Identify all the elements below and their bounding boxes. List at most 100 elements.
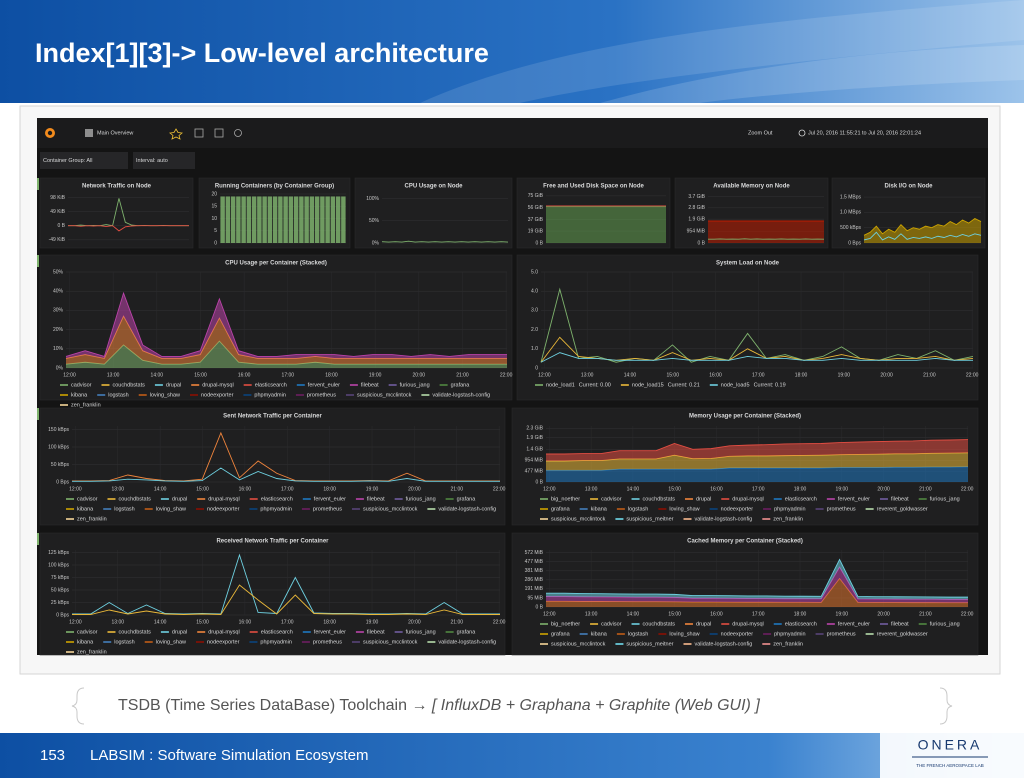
legend-item[interactable]: furious_jang xyxy=(394,629,436,635)
legend-item[interactable]: furious_jang xyxy=(918,496,960,502)
legend-item[interactable]: logstash xyxy=(103,639,135,645)
legend-item[interactable]: suspicious_mcclintock xyxy=(351,506,418,512)
legend-item[interactable]: phpmyadmin xyxy=(243,392,286,398)
legend-item[interactable]: suspicious_mcclintock xyxy=(351,639,418,645)
time-range[interactable]: Jul 20, 2016 11:55:21 to Jul 20, 2016 22… xyxy=(808,130,921,136)
legend-item[interactable]: logstash xyxy=(616,506,649,512)
legend-item[interactable]: filebeat xyxy=(355,496,385,502)
legend-item[interactable]: loving_shaw xyxy=(144,506,186,512)
legend-item[interactable]: couchdbstats xyxy=(631,496,676,502)
legend-item[interactable]: cadvisor xyxy=(590,496,622,502)
variable-box[interactable] xyxy=(133,152,195,169)
legend-item[interactable]: drupal xyxy=(684,496,711,502)
legend-item[interactable]: fervent_euler xyxy=(296,382,340,388)
legend-item[interactable]: kibana xyxy=(66,639,94,645)
legend-item[interactable]: logstash xyxy=(97,392,129,398)
legend-item[interactable]: elasticsearch xyxy=(243,382,287,388)
legend-item[interactable]: suspicious_meitner xyxy=(615,516,674,522)
legend-item[interactable]: drupal-mysql xyxy=(197,629,240,635)
legend-item[interactable]: couchdbstats xyxy=(107,629,151,635)
legend-item[interactable]: drupal-mysql xyxy=(197,496,240,502)
legend-item[interactable]: kibana xyxy=(579,506,608,512)
legend-item[interactable]: elasticsearch xyxy=(773,496,817,502)
legend-item[interactable]: cadvisor xyxy=(66,496,98,502)
legend-item[interactable]: phpmyadmin xyxy=(763,631,806,637)
legend-item[interactable]: loving_shaw xyxy=(658,631,700,637)
legend-item[interactable]: filebeat xyxy=(879,496,909,502)
settings-icon[interactable] xyxy=(234,129,242,137)
legend-item[interactable]: validate-logstash-config xyxy=(427,506,496,512)
legend-item[interactable]: drupal xyxy=(684,621,711,627)
legend-item[interactable]: cadvisor xyxy=(590,621,622,627)
legend-item[interactable]: big_noether xyxy=(540,621,580,627)
legend-item[interactable]: drupal xyxy=(160,496,187,502)
legend-item[interactable]: big_noether xyxy=(540,496,580,502)
legend-item[interactable]: reverent_goldwasser xyxy=(865,631,928,637)
variable[interactable]: Interval: auto xyxy=(136,158,168,164)
legend-item[interactable]: reverent_goldwasser xyxy=(865,506,928,512)
legend-item[interactable]: zen_franklin xyxy=(66,516,107,522)
legend-item[interactable]: furious_jang xyxy=(918,621,960,627)
legend-item[interactable]: grafana xyxy=(540,506,571,512)
legend-item[interactable]: cadvisor xyxy=(60,382,92,388)
legend-item[interactable]: nodeexporter xyxy=(196,639,240,645)
legend-item[interactable]: zen_franklin xyxy=(60,402,101,408)
legend-item[interactable]: zen_franklin xyxy=(762,641,803,647)
legend-item[interactable]: grafana xyxy=(445,496,477,502)
legend-item[interactable]: validate-logstash-config xyxy=(421,392,490,398)
legend-item[interactable]: zen_franklin xyxy=(762,516,803,522)
legend-item[interactable]: suspicious_mcclintock xyxy=(540,641,606,647)
legend-item[interactable]: elasticsearch xyxy=(249,496,293,502)
save-icon[interactable] xyxy=(214,128,224,138)
legend-item[interactable]: drupal-mysql xyxy=(191,382,234,388)
legend-item[interactable]: suspicious_mcclintock xyxy=(345,392,412,398)
legend-item[interactable]: elasticsearch xyxy=(773,621,817,627)
legend-item[interactable]: logstash xyxy=(103,506,135,512)
variable[interactable]: Container Group: All xyxy=(43,158,93,164)
legend-item[interactable]: kibana xyxy=(60,392,88,398)
legend-item[interactable]: grafana xyxy=(445,629,477,635)
legend-item[interactable]: fervent_euler xyxy=(826,496,870,502)
legend-item[interactable]: furious_jang xyxy=(388,382,430,388)
legend-item[interactable]: filebeat xyxy=(355,629,385,635)
star-icon[interactable] xyxy=(169,128,183,140)
legend-item[interactable]: prometheus xyxy=(295,392,336,398)
legend-item[interactable]: fervent_euler xyxy=(826,621,870,627)
legend-item[interactable]: validate-logstash-config xyxy=(683,641,753,647)
legend-item[interactable]: grafana xyxy=(439,382,471,388)
legend-item[interactable]: prometheus xyxy=(815,506,856,512)
legend-item[interactable]: phpmyadmin xyxy=(249,506,292,512)
legend-item[interactable]: couchdbstats xyxy=(107,496,151,502)
legend-item[interactable]: elasticsearch xyxy=(249,629,293,635)
legend-item[interactable]: furious_jang xyxy=(394,496,436,502)
legend-item[interactable]: couchdbstats xyxy=(631,621,676,627)
legend-item[interactable]: kibana xyxy=(579,631,608,637)
legend-item[interactable]: fervent_euler xyxy=(302,496,346,502)
legend-item[interactable]: drupal xyxy=(160,629,187,635)
legend-item[interactable]: validate-logstash-config xyxy=(683,516,753,522)
legend-item[interactable]: nodeexporter xyxy=(196,506,240,512)
legend-item[interactable]: filebeat xyxy=(879,621,909,627)
legend-item[interactable]: prometheus xyxy=(815,631,856,637)
legend-item[interactable]: node_load1 Current: 0.00 xyxy=(535,382,611,388)
legend-item[interactable]: suspicious_mcclintock xyxy=(540,516,606,522)
legend-item[interactable]: kibana xyxy=(66,506,94,512)
legend-item[interactable]: drupal-mysql xyxy=(721,621,764,627)
legend-item[interactable]: nodeexporter xyxy=(709,506,754,512)
legend-item[interactable]: node_load15 Current: 0.21 xyxy=(620,382,700,388)
legend-item[interactable]: couchdbstats xyxy=(101,382,145,388)
legend-item[interactable]: grafana xyxy=(540,631,571,637)
legend-item[interactable]: node_load5 Current: 0.19 xyxy=(709,382,786,388)
legend-item[interactable]: logstash xyxy=(616,631,649,637)
legend-item[interactable]: prometheus xyxy=(301,639,342,645)
legend-item[interactable]: phpmyadmin xyxy=(249,639,292,645)
legend-item[interactable]: phpmyadmin xyxy=(763,506,806,512)
legend-item[interactable]: zen_franklin xyxy=(66,649,107,655)
legend-item[interactable]: prometheus xyxy=(301,506,342,512)
legend-item[interactable]: loving_shaw xyxy=(138,392,180,398)
legend-item[interactable]: validate-logstash-config xyxy=(427,639,496,645)
legend-item[interactable]: suspicious_meitner xyxy=(615,641,674,647)
legend-item[interactable]: loving_shaw xyxy=(658,506,700,512)
variable-box[interactable] xyxy=(40,152,128,169)
legend-item[interactable]: drupal-mysql xyxy=(721,496,764,502)
